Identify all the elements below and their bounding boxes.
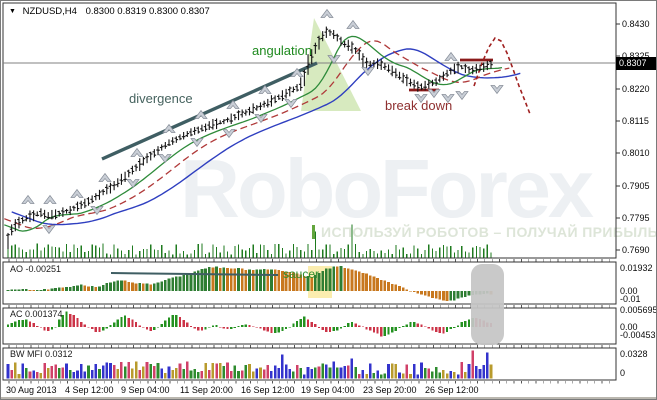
chart-header[interactable]: ▼ NZDUSD,H4 0.8300 0.8319 0.8300 0.8307 [9,6,210,17]
ohlc-readout: 0.8300 0.8319 0.8300 0.8307 [85,6,210,17]
watermark-tagline: ИСПОЛЬЗУЙ РОБОТОВ – ПОЛУЧАЙ ПРИБЫЛЬ [312,224,657,240]
symbol-timeframe: NZDUSD,H4 [22,6,77,17]
watermark-tagline-bar [312,225,315,239]
current-price-box: 0.8307 [616,57,656,70]
watermark-tagline-text: ИСПОЛЬЗУЙ РОБОТОВ – ПОЛУЧАЙ ПРИБЫЛЬ [321,224,657,240]
watermark-brand: RoboForex [180,142,594,235]
symbol-dropdown-icon[interactable]: ▼ [9,8,16,15]
bottom-window-strip [1,397,656,399]
